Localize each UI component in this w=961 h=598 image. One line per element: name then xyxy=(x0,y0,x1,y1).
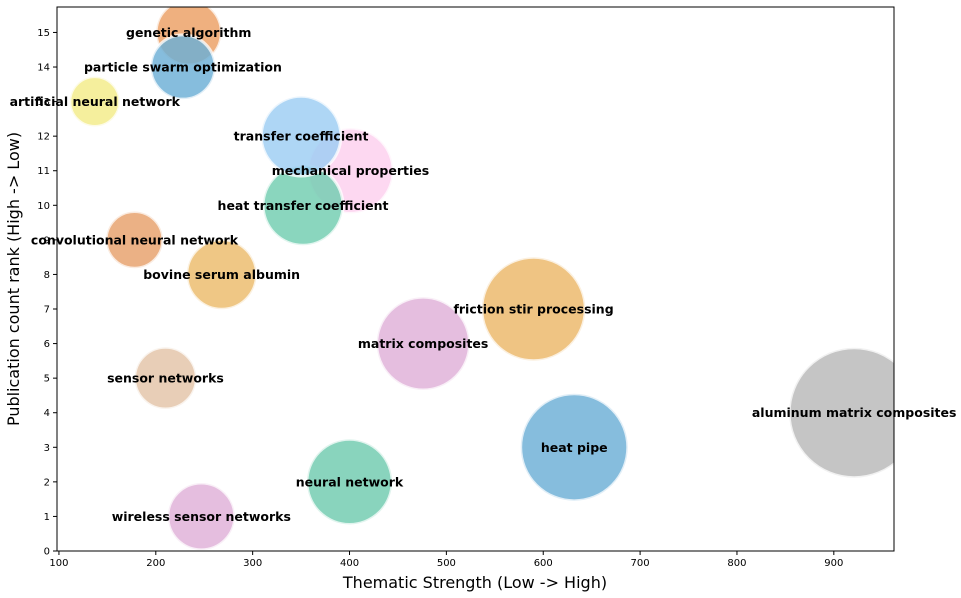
bubble-point xyxy=(68,75,122,129)
x-tick-label: 300 xyxy=(243,558,262,569)
y-tick-label: 10 xyxy=(37,201,50,212)
y-tick-label: 13 xyxy=(37,97,50,108)
y-tick-label: 14 xyxy=(37,63,50,74)
x-tick-label: 600 xyxy=(534,558,553,569)
bubble-label: wireless sensor networks xyxy=(112,509,291,524)
bubble-label: neural network xyxy=(296,474,404,489)
bubble-label: genetic algorithm xyxy=(126,25,251,40)
x-axis: 100 200 300 400 500 600 700 800 900 xyxy=(49,551,843,569)
y-tick-label: 11 xyxy=(37,166,50,177)
x-tick-label: 100 xyxy=(49,558,68,569)
bubble-point xyxy=(166,481,237,551)
bubble-point xyxy=(375,295,472,392)
bubble-point xyxy=(787,346,894,480)
bubble-label: mechanical properties xyxy=(272,163,429,178)
y-tick-label: 6 xyxy=(44,339,50,350)
bubble-label: transfer coefficient xyxy=(234,129,369,144)
bubble-label: matrix composites xyxy=(358,336,488,351)
bubble-point xyxy=(185,238,259,311)
x-tick-label: 700 xyxy=(631,558,650,569)
x-tick-label: 900 xyxy=(824,558,843,569)
y-tick-label: 7 xyxy=(44,305,50,316)
bubble-label: heat pipe xyxy=(541,440,608,455)
bubble-label-layer: aluminum matrix composites heat pipe frict… xyxy=(10,25,957,524)
bubble-point xyxy=(133,345,198,411)
bubble-point xyxy=(480,255,587,363)
y-tick-label: 0 xyxy=(44,547,50,558)
y-tick-label: 12 xyxy=(37,132,50,143)
x-tick-label: 800 xyxy=(727,558,746,569)
bubble-label: heat transfer coefficient xyxy=(218,198,389,213)
bubble-label: convolutional neural network xyxy=(31,232,239,247)
y-tick-label: 15 xyxy=(37,28,50,39)
bubble-label: bovine serum albumin xyxy=(143,267,300,282)
x-axis-title: Thematic Strength (Low -> High) xyxy=(342,573,607,592)
bubble-label: particle swarm optimization xyxy=(84,60,282,75)
x-tick-label: 500 xyxy=(437,558,456,569)
bubble-point xyxy=(104,209,165,270)
bubble-point xyxy=(149,33,217,101)
y-axis-title: Publication count rank (High -> Low) xyxy=(4,132,23,426)
y-tick-label: 3 xyxy=(44,443,50,454)
x-tick-label: 200 xyxy=(146,558,165,569)
bubble-layer xyxy=(68,7,894,551)
x-tick-label: 400 xyxy=(340,558,359,569)
y-tick-label: 5 xyxy=(44,374,50,385)
bubble-label: friction stir processing xyxy=(453,302,613,317)
plot-frame xyxy=(56,6,895,552)
bubble-point xyxy=(519,392,630,503)
bubble-point xyxy=(259,94,343,178)
bubble-label: aluminum matrix composites xyxy=(752,405,957,420)
bubble-label: sensor networks xyxy=(107,371,224,386)
y-tick-label: 1 xyxy=(44,512,50,523)
bubble-label: artificial neural network xyxy=(10,94,181,109)
y-tick-label: 9 xyxy=(44,235,50,246)
y-tick-label: 2 xyxy=(44,477,50,488)
bubble-point xyxy=(305,437,394,526)
y-tick-label: 8 xyxy=(44,270,50,281)
y-tick-label: 4 xyxy=(44,408,50,419)
